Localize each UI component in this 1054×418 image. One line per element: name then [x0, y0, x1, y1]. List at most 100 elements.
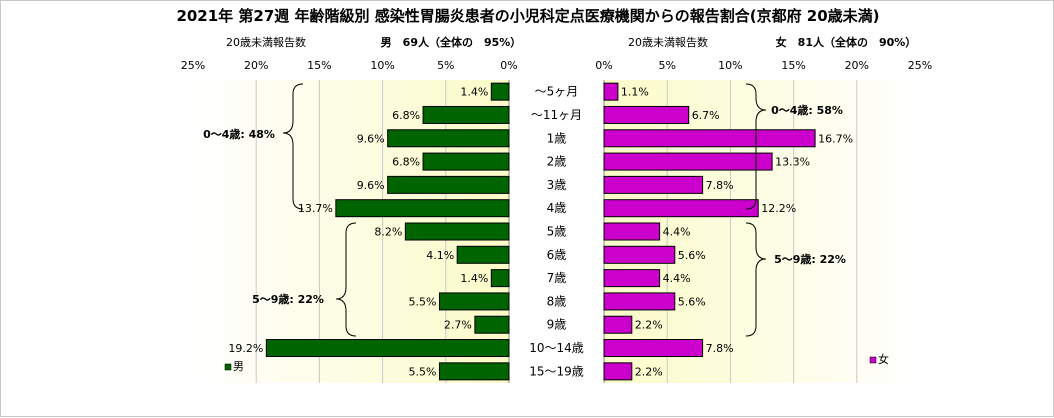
male-value-label: 2.7%	[444, 319, 472, 332]
category-label: ～11ヶ月	[531, 108, 582, 122]
category-label: 7歳	[547, 271, 567, 285]
male-tick-label: 25%	[181, 59, 205, 72]
male-bar	[474, 315, 510, 334]
male-value-label: 6.8%	[392, 156, 420, 169]
male-bracket-5-9	[335, 222, 357, 337]
category-label: 8歳	[547, 294, 567, 308]
male-axis-label: 20歳未満報告数	[226, 36, 306, 49]
male-value-label: 8.2%	[374, 226, 402, 239]
category-label: 1歳	[547, 131, 567, 145]
female-bar	[603, 315, 633, 334]
category-label: 4歳	[547, 201, 567, 215]
category-label: 15～19歳	[529, 364, 584, 378]
category-label: ～5ヶ月	[535, 85, 579, 99]
category-label: 6歳	[547, 248, 567, 262]
female-bar	[603, 245, 676, 264]
male-bar	[438, 292, 510, 311]
female-value-label: 16.7%	[818, 132, 853, 145]
female-bar	[603, 339, 704, 358]
female-bar	[603, 199, 759, 218]
female-header: 女 81人（全体の 90%）	[776, 35, 917, 49]
male-tick-label: 0%	[500, 59, 517, 72]
female-bracket-0-4-label: 0～4歳: 58%	[771, 103, 843, 117]
female-bar	[603, 129, 816, 148]
male-bar	[265, 339, 510, 358]
female-value-label: 2.2%	[635, 319, 663, 332]
female-tick-label: 25%	[908, 59, 932, 72]
female-bracket-5-9	[745, 222, 767, 337]
male-bar	[387, 129, 510, 148]
female-bracket-0-4	[745, 83, 767, 210]
tick-labels: 0% 0% 5% 5% 10% 10% 15% 15% 20% 20% 25% 25%	[181, 59, 932, 72]
female-tick-label: 5%	[658, 59, 675, 72]
bars	[265, 82, 816, 381]
female-value-label: 1.1%	[621, 86, 649, 99]
female-bar	[603, 222, 661, 241]
male-bar	[456, 245, 510, 264]
female-bar	[603, 175, 704, 194]
male-bar	[404, 222, 510, 241]
male-value-label: 4.1%	[426, 249, 454, 262]
female-bar	[603, 269, 661, 288]
male-bar	[387, 175, 510, 194]
female-tick-label: 0%	[595, 59, 612, 72]
male-tick-label: 20%	[244, 59, 268, 72]
category-label: 3歳	[547, 178, 567, 192]
female-value-label: 4.4%	[663, 272, 691, 285]
male-legend-label: 男	[233, 360, 244, 373]
category-label: 9歳	[547, 318, 567, 332]
female-bar	[603, 152, 773, 171]
male-bar	[422, 105, 510, 124]
female-bar	[603, 362, 633, 381]
female-value-label: 4.4%	[663, 226, 691, 239]
female-value-label: 12.2%	[761, 202, 796, 215]
category-label: 10～14歳	[529, 341, 584, 355]
female-tick-label: 15%	[781, 59, 805, 72]
female-tick-label: 20%	[845, 59, 869, 72]
category-label: 5歳	[547, 225, 567, 239]
female-value-label: 13.3%	[775, 156, 810, 169]
category-label: 2歳	[547, 155, 567, 169]
male-legend-swatch	[224, 363, 232, 371]
male-value-label: 6.8%	[392, 109, 420, 122]
male-header: 男 69人（全体の 95%）	[381, 35, 522, 49]
male-bar	[490, 269, 510, 288]
male-bracket-0-4	[282, 83, 304, 210]
male-bar	[490, 82, 510, 101]
male-value-label: 13.7%	[298, 202, 333, 215]
male-value-label: 5.5%	[409, 295, 437, 308]
male-tick-label: 10%	[370, 59, 394, 72]
male-value-label: 5.5%	[409, 365, 437, 378]
female-value-label: 6.7%	[692, 109, 720, 122]
male-value-label: 1.4%	[460, 272, 488, 285]
male-bracket-0-4-label: 0～4歳: 48%	[203, 127, 275, 141]
female-legend-swatch	[869, 356, 877, 364]
male-bar	[335, 199, 510, 218]
female-value-label: 7.8%	[706, 342, 734, 355]
female-bracket-5-9-label: 5～9歳: 22%	[774, 252, 846, 266]
female-bar	[603, 105, 690, 124]
male-value-label: 9.6%	[357, 132, 385, 145]
female-tick-label: 10%	[718, 59, 742, 72]
female-legend-label: 女	[878, 352, 889, 366]
male-tick-label: 5%	[437, 59, 454, 72]
male-value-label: 19.2%	[228, 342, 263, 355]
female-bar	[603, 292, 676, 311]
female-bar	[603, 82, 619, 101]
female-value-label: 7.8%	[706, 179, 734, 192]
male-bar	[438, 362, 510, 381]
female-value-label: 2.2%	[635, 365, 663, 378]
male-tick-label: 15%	[307, 59, 331, 72]
male-bracket-5-9-label: 5～9歳: 22%	[252, 292, 324, 306]
female-value-label: 5.6%	[678, 249, 706, 262]
male-value-label: 1.4%	[460, 86, 488, 99]
female-value-label: 5.6%	[678, 295, 706, 308]
value-labels: 1.4% 1.1% 6.8% 6.7% 9.6% 16.7% 6.8% 13.3% 9.6% 7.…	[228, 86, 853, 379]
male-value-label: 9.6%	[357, 179, 385, 192]
chart-title: 2021年 第27週 年齢階級別 感染性胃腸炎患者の小児科定点医療機関からの報告…	[176, 7, 879, 25]
female-axis-label: 20歳未満報告数	[628, 36, 708, 49]
male-bar	[422, 152, 510, 171]
category-labels: ～5ヶ月 ～11ヶ月 1歳 2歳 3歳 4歳 5歳 6歳 7歳 8歳 9歳 10～14歳 15～19歳	[529, 85, 584, 379]
